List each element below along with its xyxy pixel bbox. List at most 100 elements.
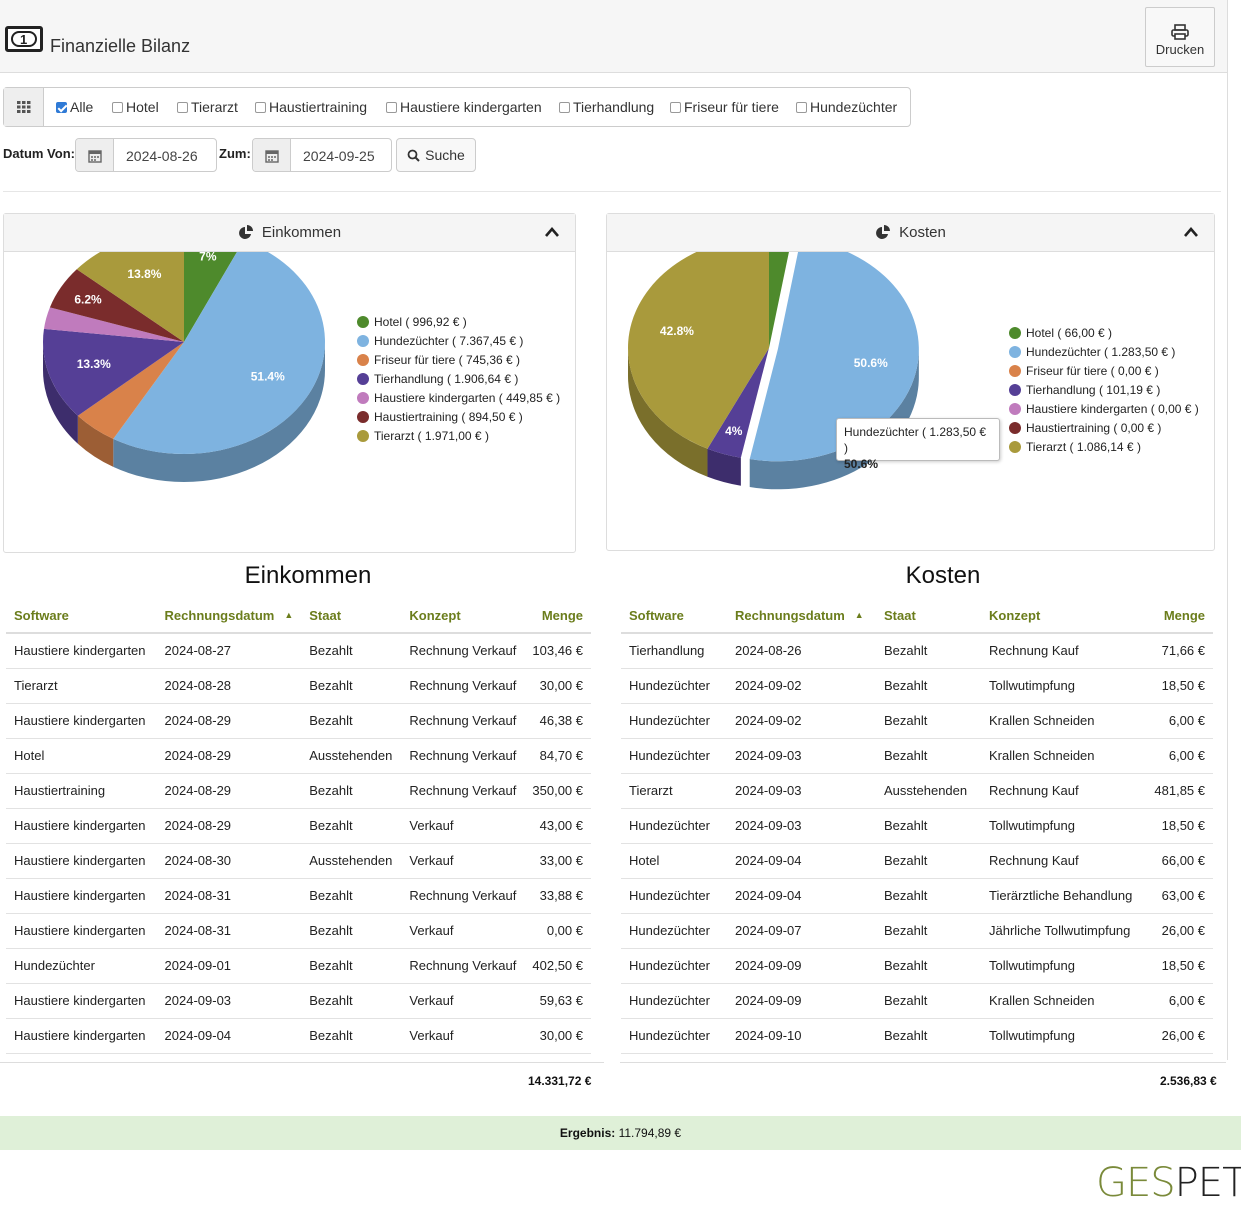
filter-tierhandlung[interactable]: Tierhandlung [559, 99, 654, 115]
table-row[interactable]: Tierhandlung 2024-08-26 Bezahlt Rechnung Ka… [621, 633, 1213, 669]
print-button[interactable]: Drucken [1145, 7, 1215, 67]
search-button[interactable]: Suche [396, 138, 476, 172]
pie-slice-friseur-für-tiere[interactable] [77, 342, 184, 439]
grid-icon [17, 101, 31, 113]
checkbox[interactable] [56, 101, 67, 113]
table-row[interactable]: Hotel 2024-09-04 Bezahlt Rechnung Kauf 66,00… [621, 843, 1213, 879]
table-row[interactable]: Haustiere kindergarten 2024-08-31 Bezahlt V… [6, 913, 591, 949]
table-row[interactable]: Haustiere kindergarten 2024-08-29 Bezahlt V… [6, 808, 591, 844]
sort-asc-icon[interactable]: ▲ [854, 609, 864, 620]
table-row[interactable]: Haustiertraining 2024-08-29 Bezahlt Rechnun… [6, 773, 591, 809]
cell-konzept: Rechnung Verkauf [401, 738, 525, 774]
table-row[interactable]: Haustiere kindergarten 2024-09-03 Bezahlt V… [6, 983, 591, 1019]
cell-date: 2024-09-01 [156, 948, 302, 984]
table-row[interactable]: Hundezüchter 2024-09-01 Bezahlt Rechnung Ve… [6, 948, 591, 984]
legend-item[interactable]: Friseur für tiere ( 0,00 € ) [1009, 361, 1199, 380]
checkbox[interactable] [386, 101, 397, 113]
cell-staat: Bezahlt [876, 668, 981, 704]
pie-slice-hotel[interactable] [769, 252, 792, 348]
table-row[interactable]: Haustiere kindergarten 2024-09-04 Bezahlt V… [6, 1018, 591, 1054]
legend-item[interactable]: Haustiertraining ( 0,00 € ) [1009, 418, 1199, 437]
table-row[interactable]: Hotel 2024-08-29 Ausstehenden Rechnung Verk… [6, 738, 591, 774]
col-rechnungsdatum[interactable]: Rechnungsdatum ▲ [727, 598, 876, 634]
checkbox[interactable] [112, 101, 123, 113]
table-row[interactable]: Tierarzt 2024-09-03 Ausstehenden Rechnung K… [621, 773, 1213, 809]
pie-chart-icon [238, 224, 253, 239]
date-from-field[interactable]: 2024-08-26 [75, 138, 217, 172]
cell-software: Hundezüchter [621, 983, 727, 1019]
table-row[interactable]: Hundezüchter 2024-09-09 Bezahlt Tollwutimpf… [621, 948, 1213, 984]
cell-date: 2024-08-31 [156, 913, 302, 949]
checkbox[interactable] [559, 101, 570, 113]
cell-staat: Bezahlt [301, 948, 402, 984]
checkbox[interactable] [670, 101, 681, 113]
col-konzept[interactable]: Konzept [401, 598, 525, 634]
checkbox[interactable] [796, 101, 807, 113]
col-staat[interactable]: Staat [876, 598, 981, 634]
pie-slice-haustiere-kindergarten[interactable] [43, 307, 184, 342]
legend-item[interactable]: Tierhandlung ( 1.906,64 € ) [357, 369, 560, 388]
pie-slice-hundezüchter[interactable] [749, 252, 919, 462]
pie-slice-side [43, 342, 78, 444]
table-row[interactable]: Hundezüchter 2024-09-10 Bezahlt Tollwutimpf… [621, 1018, 1213, 1054]
table-row[interactable]: Hundezüchter 2024-09-02 Bezahlt Krallen Sch… [621, 703, 1213, 739]
legend-item[interactable]: Hotel ( 996,92 € ) [357, 312, 560, 331]
filter-hotel[interactable]: Hotel [112, 99, 159, 115]
table-row[interactable]: Hundezüchter 2024-09-03 Bezahlt Krallen Sch… [621, 738, 1213, 774]
filter-haustiere-kindergarten[interactable]: Haustiere kindergarten [386, 99, 542, 115]
cell-staat: Ausstehenden [301, 738, 402, 774]
sort-asc-icon[interactable]: ▲ [284, 609, 294, 620]
legend-item[interactable]: Haustiere kindergarten ( 0,00 € ) [1009, 399, 1199, 418]
pie-slice-hundezüchter[interactable] [113, 252, 325, 454]
table-row[interactable]: Hundezüchter 2024-09-03 Bezahlt Tollwutimpf… [621, 808, 1213, 844]
legend-item[interactable]: Tierarzt ( 1.086,14 € ) [1009, 437, 1199, 456]
legend-item[interactable]: Tierhandlung ( 101,19 € ) [1009, 380, 1199, 399]
chevron-up-icon[interactable] [545, 227, 559, 237]
table-row[interactable]: Hundezüchter 2024-09-04 Bezahlt Tierärztlic… [621, 878, 1213, 914]
table-row[interactable]: Hundezüchter 2024-09-02 Bezahlt Tollwutimpf… [621, 668, 1213, 704]
grid-toggle-button[interactable] [4, 88, 44, 126]
table-row[interactable]: Haustiere kindergarten 2024-08-31 Bezahlt R… [6, 878, 591, 914]
pie-slice-tierhandlung[interactable] [707, 348, 769, 458]
legend-item[interactable]: Tierarzt ( 1.971,00 € ) [357, 426, 560, 445]
table-row[interactable]: Tierarzt 2024-08-28 Bezahlt Rechnung Verkau… [6, 668, 591, 704]
col-rechnungsdatum[interactable]: Rechnungsdatum ▲ [156, 598, 302, 634]
cell-konzept: Rechnung Kauf [981, 633, 1144, 669]
calendar-icon[interactable] [253, 139, 291, 171]
pie-slice-hotel[interactable] [184, 252, 244, 342]
legend-item[interactable]: Hundezüchter ( 1.283,50 € ) [1009, 342, 1199, 361]
col-software[interactable]: Software [621, 598, 727, 634]
date-to-field[interactable]: 2024-09-25 [252, 138, 392, 172]
table-row[interactable]: Hundezüchter 2024-09-09 Bezahlt Krallen Sch… [621, 983, 1213, 1019]
calendar-icon[interactable] [76, 139, 114, 171]
date-to-value[interactable]: 2024-09-25 [303, 148, 375, 164]
table-row[interactable]: Hundezüchter 2024-09-07 Bezahlt Jährliche T… [621, 913, 1213, 949]
legend-item[interactable]: Friseur für tiere ( 745,36 € ) [357, 350, 560, 369]
cell-software: Hotel [621, 843, 727, 879]
pie-slice-tierarzt[interactable] [628, 252, 769, 449]
table-row[interactable]: Haustiere kindergarten 2024-08-29 Bezahlt R… [6, 703, 591, 739]
table-row[interactable]: Haustiere kindergarten 2024-08-27 Bezahlt R… [6, 633, 591, 669]
legend-item[interactable]: Haustiere kindergarten ( 449,85 € ) [357, 388, 560, 407]
col-software[interactable]: Software [6, 598, 157, 634]
col-konzept[interactable]: Konzept [981, 598, 1144, 634]
col-menge[interactable]: Menge [524, 598, 591, 634]
date-from-value[interactable]: 2024-08-26 [126, 148, 198, 164]
legend-item[interactable]: Hotel ( 66,00 € ) [1009, 323, 1199, 342]
filter-hundezuechter[interactable]: Hundezüchter [796, 99, 897, 115]
pie-slice-haustiertraining[interactable] [49, 269, 185, 342]
filter-friseur[interactable]: Friseur für tiere [670, 99, 779, 115]
pie-slice-tierarzt[interactable] [76, 252, 184, 342]
chevron-up-icon[interactable] [1184, 227, 1198, 237]
table-row[interactable]: Haustiere kindergarten 2024-08-30 Ausstehe… [6, 843, 591, 879]
legend-item[interactable]: Hundezüchter ( 7.367,45 € ) [357, 331, 560, 350]
pie-slice-tierhandlung[interactable] [43, 328, 184, 416]
col-menge[interactable]: Menge [1144, 598, 1213, 634]
filter-haustiertraining[interactable]: Haustiertraining [255, 99, 367, 115]
checkbox[interactable] [255, 101, 266, 113]
legend-item[interactable]: Haustiertraining ( 894,50 € ) [357, 407, 560, 426]
col-staat[interactable]: Staat [301, 598, 402, 634]
filter-alle[interactable]: Alle [56, 99, 93, 115]
checkbox[interactable] [177, 101, 188, 113]
filter-tierarzt[interactable]: Tierarzt [177, 99, 238, 115]
